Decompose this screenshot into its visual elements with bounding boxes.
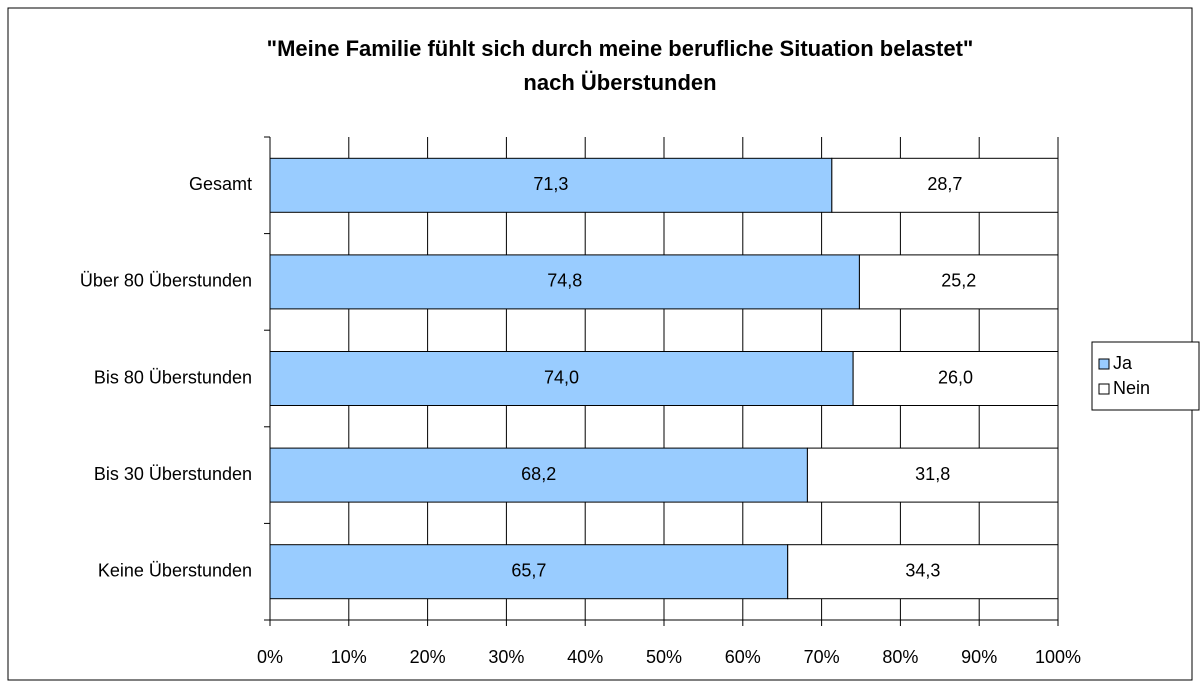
x-tick-label: 0% xyxy=(257,647,283,667)
x-tick-label: 50% xyxy=(646,647,682,667)
legend-box xyxy=(1091,341,1200,411)
bar-segment xyxy=(269,544,789,600)
bar-segment xyxy=(269,254,860,310)
legend-swatch xyxy=(1098,383,1110,395)
bar-segment xyxy=(787,544,1059,600)
data-label: 31,8 xyxy=(915,464,950,484)
x-tick-label: 60% xyxy=(725,647,761,667)
x-tick-label: 30% xyxy=(488,647,524,667)
chart-title: nach Überstunden xyxy=(523,70,716,95)
x-tick-label: 90% xyxy=(961,647,997,667)
data-label: 25,2 xyxy=(941,271,976,291)
data-label: 26,0 xyxy=(938,367,973,387)
bar-segment xyxy=(852,351,1059,406)
legend-label: Nein xyxy=(1113,378,1150,398)
legend-swatch xyxy=(1098,358,1110,370)
bar-segment xyxy=(831,157,1059,213)
chart-title: "Meine Familie fühlt sich durch meine be… xyxy=(267,36,974,61)
y-tick-label: Gesamt xyxy=(189,174,252,194)
bar-segment xyxy=(858,254,1059,310)
data-label: 28,7 xyxy=(927,174,962,194)
bar-segment xyxy=(806,447,1059,503)
bar-segment xyxy=(269,447,808,503)
data-label: 74,0 xyxy=(544,367,579,387)
x-tick-label: 10% xyxy=(331,647,367,667)
x-tick-label: 100% xyxy=(1035,647,1081,667)
bar-segment xyxy=(269,351,854,406)
y-tick-label: Bis 80 Überstunden xyxy=(94,367,252,387)
data-label: 71,3 xyxy=(533,174,568,194)
data-label: 65,7 xyxy=(511,560,546,580)
x-tick-label: 40% xyxy=(567,647,603,667)
y-tick-label: Keine Überstunden xyxy=(98,560,252,580)
data-label: 68,2 xyxy=(521,464,556,484)
y-tick-label: Über 80 Überstunden xyxy=(80,271,252,291)
data-label: 74,8 xyxy=(547,271,582,291)
y-tick-label: Bis 30 Überstunden xyxy=(94,464,252,484)
legend-label: Ja xyxy=(1113,353,1133,373)
data-label: 34,3 xyxy=(905,560,940,580)
x-tick-label: 80% xyxy=(882,647,918,667)
x-tick-label: 20% xyxy=(410,647,446,667)
x-tick-label: 70% xyxy=(804,647,840,667)
